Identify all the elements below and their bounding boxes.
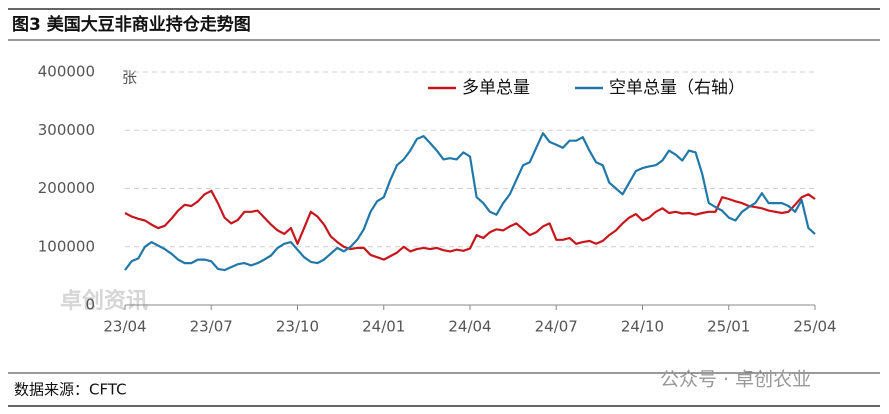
x-tick-label: 23/04 bbox=[103, 318, 146, 336]
watermark: 卓创资讯 bbox=[60, 289, 148, 314]
x-tick-label: 24/07 bbox=[535, 318, 578, 336]
x-tick-label: 25/04 bbox=[793, 318, 836, 336]
x-tick-label: 23/07 bbox=[190, 318, 233, 336]
x-tick-label: 24/01 bbox=[362, 318, 405, 336]
legend-label: 多单总量 bbox=[462, 78, 530, 98]
legend-label: 空单总量（右轴） bbox=[609, 78, 745, 98]
y-tick-label: 300000 bbox=[38, 121, 95, 139]
y-tick-label: 0 bbox=[85, 296, 95, 314]
x-tick-label: 23/10 bbox=[276, 318, 319, 336]
y-tick-label: 400000 bbox=[38, 63, 95, 81]
series-line bbox=[124, 189, 816, 261]
source: 数据来源：CFTC bbox=[14, 381, 127, 399]
unit-label: 张 bbox=[122, 69, 137, 87]
series-line bbox=[124, 132, 816, 272]
x-tick-label: 25/01 bbox=[707, 318, 750, 336]
chart-title: 图3 美国大豆非商业持仓走势图 bbox=[12, 14, 251, 35]
y-tick-label: 200000 bbox=[38, 179, 95, 197]
x-tick-label: 24/10 bbox=[621, 318, 664, 336]
x-tick-label: 24/04 bbox=[448, 318, 491, 336]
footer-watermark: 公众号 · 卓创农业 bbox=[660, 369, 811, 391]
y-tick-label: 100000 bbox=[38, 237, 95, 255]
